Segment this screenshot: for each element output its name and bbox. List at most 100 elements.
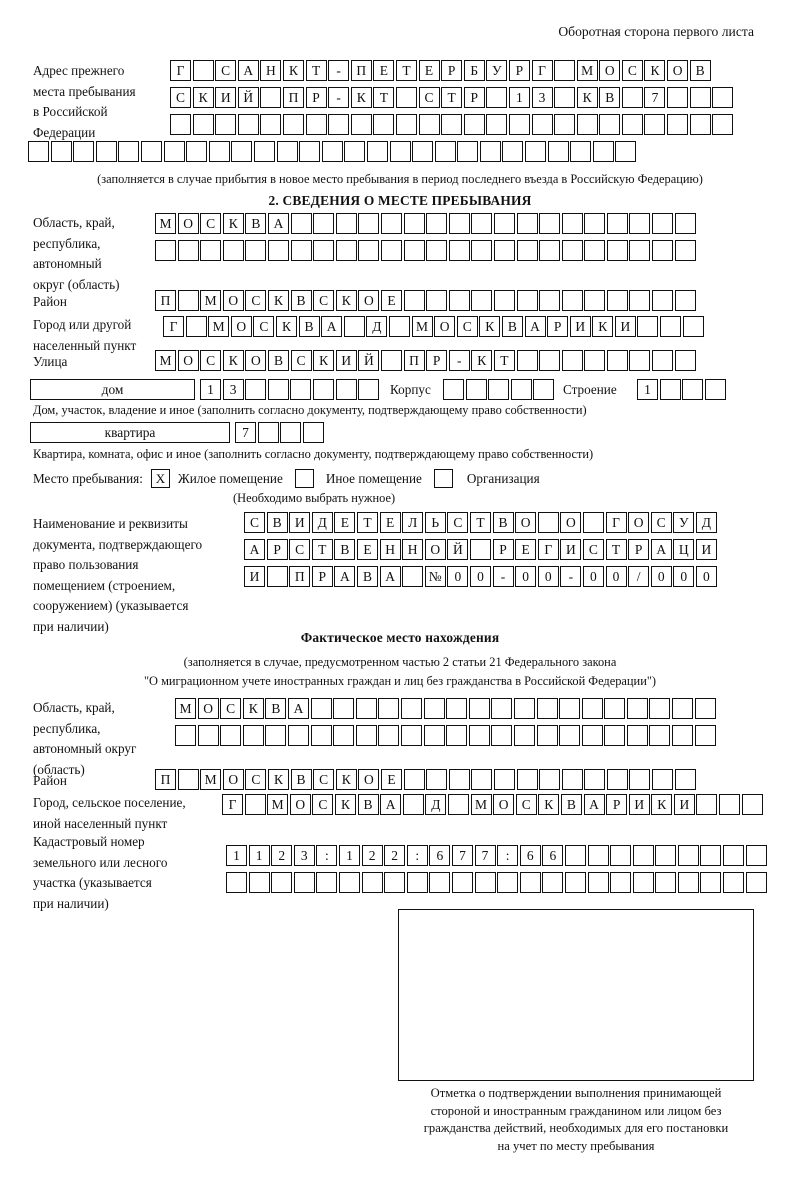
prev-address-r3-cell-10[interactable] xyxy=(373,114,395,135)
stay-street-cell-18[interactable] xyxy=(539,350,561,371)
stay-region-r1-cell-15[interactable] xyxy=(471,213,493,234)
document-r2-cell-20[interactable]: Ц xyxy=(673,539,695,560)
flat-cell-3[interactable] xyxy=(280,422,302,443)
document-r2-cell-10[interactable]: Й xyxy=(447,539,469,560)
cadastral-r2-cell-17[interactable] xyxy=(587,872,609,893)
stay-district-cell-8[interactable]: С xyxy=(313,290,335,311)
cadastral-r1-cell-17[interactable] xyxy=(587,845,609,866)
cadastral-r1-cell-11[interactable]: 7 xyxy=(451,845,473,866)
stay-region-r2-cell-14[interactable] xyxy=(448,240,470,261)
document-r2-cell-19[interactable]: А xyxy=(650,539,672,560)
document-r2-cell-16[interactable]: С xyxy=(582,539,604,560)
stay-street-cell-9[interactable]: И xyxy=(335,350,357,371)
actual-region-r2-cell-17[interactable] xyxy=(536,725,558,746)
actual-region-r1-cell-2[interactable]: О xyxy=(197,698,219,719)
cadastral-r2-cell-18[interactable] xyxy=(610,872,632,893)
prev-address-r4-cell-9[interactable] xyxy=(208,141,230,162)
prev-address-r4-cell-20[interactable] xyxy=(457,141,479,162)
cadastral-r1-cell-12[interactable]: 7 xyxy=(474,845,496,866)
actual-region-r1-cell-3[interactable]: С xyxy=(220,698,242,719)
prev-address-r3-cell-4[interactable] xyxy=(237,114,259,135)
document-r3-cell-1[interactable]: И xyxy=(244,566,265,587)
cadastral-r1-cell-2[interactable]: 1 xyxy=(248,845,270,866)
stay-region-r1-cell-4[interactable]: К xyxy=(222,213,244,234)
prev-address-r1-cell-1[interactable]: Г xyxy=(170,60,191,81)
prev-address-r3-cell-3[interactable] xyxy=(215,114,237,135)
stay-street-cell-2[interactable]: О xyxy=(177,350,199,371)
stay-district-cell-1[interactable]: П xyxy=(155,290,176,311)
actual-city-cell-4[interactable]: О xyxy=(289,794,311,815)
prev-address-r4-cell-22[interactable] xyxy=(502,141,524,162)
house-cell-6[interactable] xyxy=(312,379,334,400)
prev-address-r4-cell-23[interactable] xyxy=(525,141,547,162)
actual-city-cell-15[interactable]: К xyxy=(538,794,560,815)
actual-district-cell-22[interactable] xyxy=(629,769,651,790)
stay-district-cell-21[interactable] xyxy=(606,290,628,311)
stay-region-r1-cell-18[interactable] xyxy=(539,213,561,234)
actual-region-r2-cell-13[interactable] xyxy=(446,725,468,746)
stay-street-cell-5[interactable]: О xyxy=(245,350,267,371)
document-r2-cell-3[interactable]: С xyxy=(289,539,311,560)
stay-district-cell-10[interactable]: О xyxy=(358,290,380,311)
stay-district-cell-14[interactable] xyxy=(448,290,470,311)
actual-region-r1-cell-5[interactable]: В xyxy=(265,698,287,719)
prev-address-r3-cell-2[interactable] xyxy=(192,114,214,135)
document-r1-cell-17[interactable]: Г xyxy=(605,512,627,533)
stay-region-r2-cell-18[interactable] xyxy=(539,240,561,261)
stay-city-cell-20[interactable]: К xyxy=(592,316,614,337)
prev-address-r4-cell-26[interactable] xyxy=(592,141,614,162)
prev-address-r3-cell-21[interactable] xyxy=(621,114,643,135)
prev-address-r3-cell-17[interactable] xyxy=(531,114,553,135)
stay-region-r2-cell-5[interactable] xyxy=(245,240,267,261)
document-r2-cell-9[interactable]: О xyxy=(424,539,446,560)
stay-region-r2-cell-9[interactable] xyxy=(335,240,357,261)
actual-region-r2-cell-5[interactable] xyxy=(265,725,287,746)
document-r3-cell-3[interactable]: П xyxy=(289,566,311,587)
stay-district-cell-16[interactable] xyxy=(493,290,515,311)
cadastral-r2-cell-20[interactable] xyxy=(655,872,677,893)
stay-street-cell-6[interactable]: В xyxy=(267,350,289,371)
stay-city-cell-11[interactable] xyxy=(388,316,410,337)
actual-region-r2-cell-14[interactable] xyxy=(468,725,490,746)
stay-district-cell-18[interactable] xyxy=(539,290,561,311)
prev-address-r1-cell-10[interactable]: Е xyxy=(373,60,395,81)
prev-address-r2-cell-1[interactable]: С xyxy=(170,87,191,108)
stay-city-cell-9[interactable] xyxy=(343,316,365,337)
stay-city-cell-2[interactable] xyxy=(185,316,207,337)
actual-city-cell-22[interactable] xyxy=(696,794,718,815)
korpus-cells[interactable] xyxy=(443,379,556,400)
prev-address-r3-cell-14[interactable] xyxy=(463,114,485,135)
prev-address-r2-cell-9[interactable]: К xyxy=(350,87,372,108)
cadastral-r2-cell-10[interactable] xyxy=(429,872,451,893)
prev-address-r3-cell-15[interactable] xyxy=(486,114,508,135)
document-r3-cell-19[interactable]: 0 xyxy=(650,566,672,587)
stay-city-cell-13[interactable]: О xyxy=(434,316,456,337)
document-r2-cell-8[interactable]: Н xyxy=(402,539,424,560)
actual-district-cell-17[interactable] xyxy=(516,769,538,790)
prev-address-r1-cell-13[interactable]: Р xyxy=(441,60,463,81)
actual-region-r1-cell-17[interactable] xyxy=(536,698,558,719)
document-r1-cell-7[interactable]: Е xyxy=(379,512,401,533)
prev-address-r4-cell-17[interactable] xyxy=(389,141,411,162)
actual-region-r1-cell-11[interactable] xyxy=(400,698,422,719)
actual-region-r1-cell-1[interactable]: М xyxy=(175,698,196,719)
cadastral-r2-cell-8[interactable] xyxy=(384,872,406,893)
cadastral-r1-cell-20[interactable] xyxy=(655,845,677,866)
stay-district-cell-12[interactable] xyxy=(403,290,425,311)
stay-region-r1-cell-23[interactable] xyxy=(652,213,674,234)
prev-address-r3-cell-5[interactable] xyxy=(260,114,282,135)
cadastral-r1-cell-8[interactable]: 2 xyxy=(384,845,406,866)
prev-address-r1-cell-6[interactable]: К xyxy=(282,60,304,81)
stay-district-cell-3[interactable]: М xyxy=(200,290,222,311)
cadastral-r2-cell-15[interactable] xyxy=(542,872,564,893)
actual-district-cell-11[interactable]: Е xyxy=(380,769,402,790)
stay-region-r1-cell-1[interactable]: М xyxy=(155,213,176,234)
actual-region-r1-cell-9[interactable] xyxy=(355,698,377,719)
stay-district-cell-9[interactable]: К xyxy=(335,290,357,311)
cadastral-r2-cell-9[interactable] xyxy=(406,872,428,893)
cadastral-row-2[interactable] xyxy=(226,872,768,893)
cadastral-r2-cell-11[interactable] xyxy=(451,872,473,893)
prev-address-r1-cell-17[interactable]: Г xyxy=(531,60,553,81)
stay-city-cell-7[interactable]: В xyxy=(298,316,320,337)
